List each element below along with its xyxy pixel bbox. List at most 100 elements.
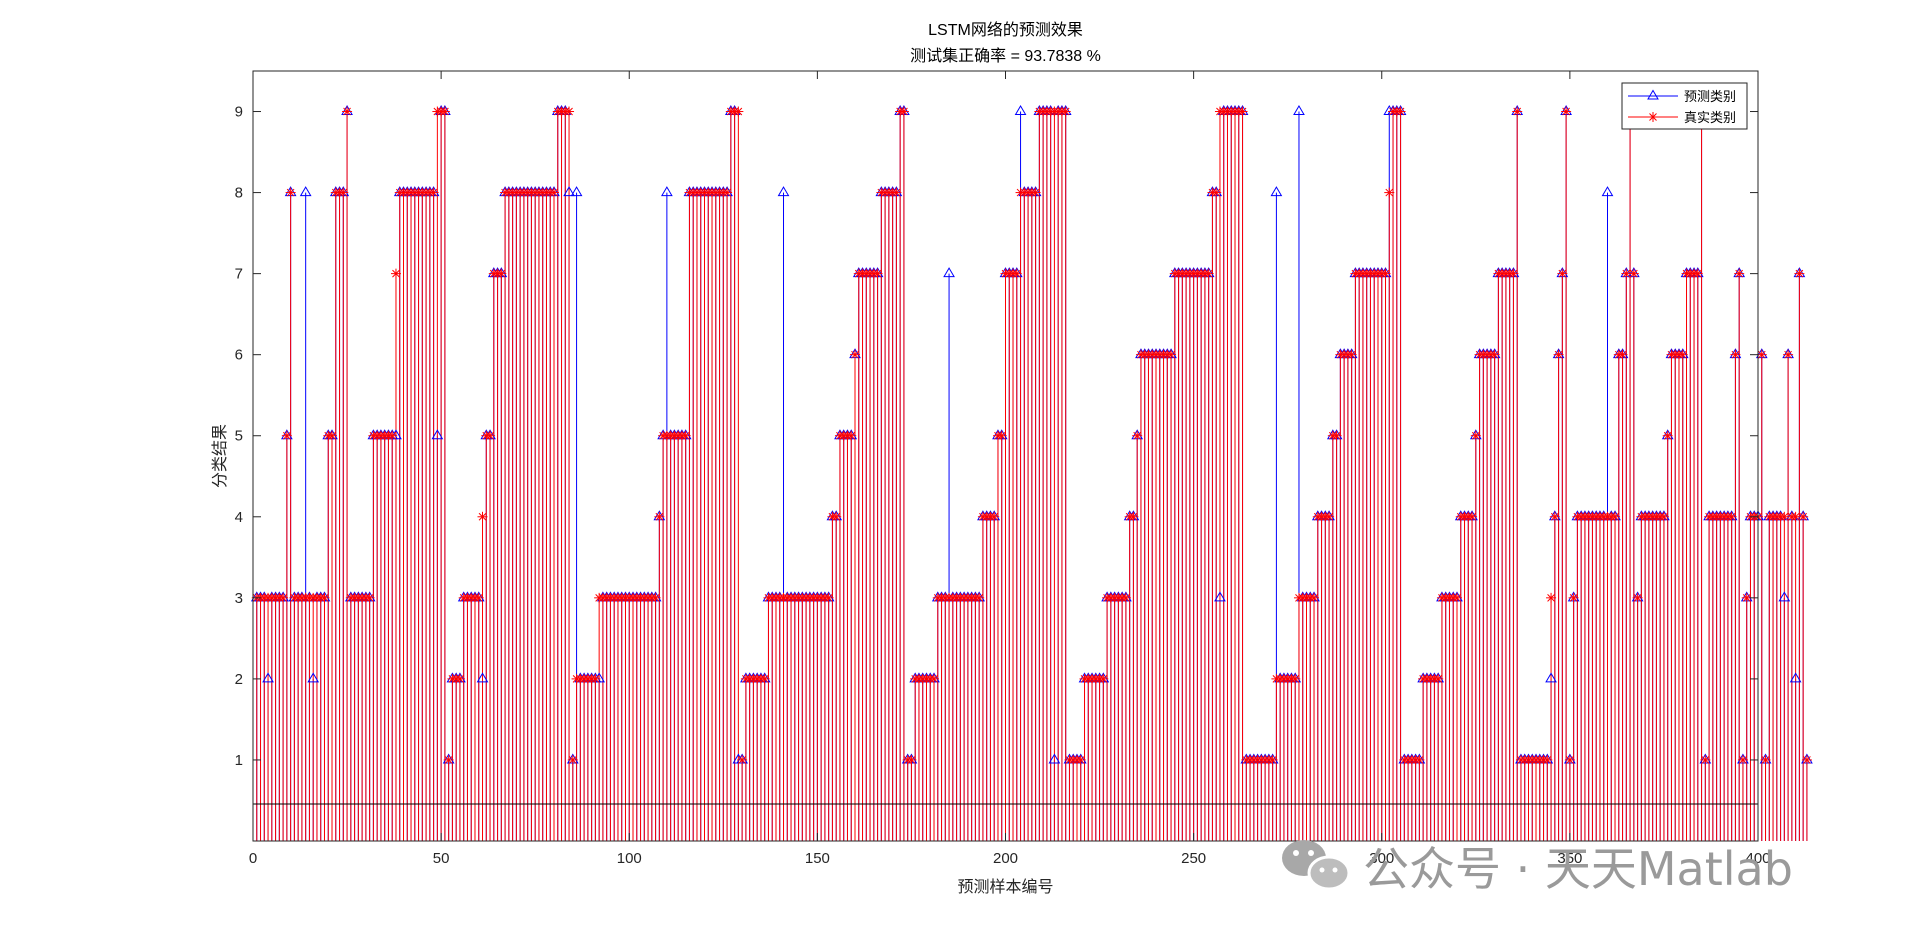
marker-true: [1568, 592, 1579, 603]
marker-true: [1290, 673, 1301, 684]
marker-true: [1470, 430, 1481, 441]
marker-true: [1346, 349, 1357, 360]
legend-marker-asterisk: [1648, 112, 1658, 122]
marker-true: [327, 430, 338, 441]
marker-predicted: [1789, 672, 1802, 683]
marker-true: [831, 511, 842, 522]
marker-true: [473, 592, 484, 603]
marker-predicted: [661, 186, 673, 197]
marker-predicted: [1778, 591, 1791, 602]
marker-true: [1737, 754, 1748, 765]
legend-marker-triangle: [1647, 89, 1659, 100]
marker-true: [1760, 754, 1771, 765]
marker-true: [1331, 430, 1342, 441]
marker-true: [1166, 349, 1177, 360]
stems-layer: [256, 111, 1808, 841]
marker-true: [1801, 754, 1812, 765]
marker-true: [1203, 268, 1214, 279]
marker-true: [1798, 511, 1809, 522]
watermark-text: 公众号 · 天天Matlab: [1363, 842, 1793, 896]
marker-predicted: [1048, 753, 1061, 764]
marker-true: [364, 592, 375, 603]
y-tick-label: 3: [235, 590, 243, 607]
marker-true: [1211, 187, 1222, 198]
marker-true: [1553, 349, 1564, 360]
chart-subtitle: 测试集正确率 = 93.7838 %: [910, 47, 1101, 65]
y-tick-label: 8: [235, 185, 243, 202]
marker-true: [342, 106, 353, 117]
marker-true: [1380, 268, 1391, 279]
y-tick-label: 4: [235, 509, 243, 526]
marker-true: [285, 187, 296, 198]
y-tick-label: 6: [235, 347, 243, 364]
marker-true: [1726, 511, 1737, 522]
marker-true: [1060, 106, 1071, 117]
y-tick-label: 7: [235, 266, 243, 283]
marker-predicted: [570, 186, 583, 197]
x-tick-label: 50: [433, 850, 450, 867]
marker-true: [1628, 268, 1639, 279]
marker-true: [1700, 754, 1711, 765]
marker-true: [1237, 106, 1248, 117]
marker-true: [1267, 754, 1278, 765]
marker-true: [872, 268, 883, 279]
marker-true: [1783, 349, 1794, 360]
marker-true: [567, 754, 578, 765]
marker-predicted: [262, 672, 274, 683]
watermark: 公众号 · 天天Matlab: [1282, 840, 1793, 896]
marker-true: [850, 349, 860, 360]
marker-true: [1557, 268, 1568, 279]
marker-true: [1564, 754, 1575, 765]
marker-true: [428, 187, 439, 198]
marker-true: [1730, 349, 1741, 360]
x-axis-label: 预测样本编号: [957, 877, 1053, 896]
y-tick-label: 5: [235, 428, 243, 445]
marker-true: [1512, 106, 1523, 117]
marker-true: [1677, 349, 1688, 360]
marker-true: [564, 106, 575, 117]
marker-predicted: [563, 186, 575, 197]
y-axis-label: 分类结果: [210, 424, 229, 488]
marker-true: [443, 754, 454, 765]
marker-true: [1075, 754, 1086, 765]
marker-true: [477, 511, 488, 522]
marker-true: [387, 430, 398, 441]
x-tick-label: 350: [1557, 850, 1582, 867]
markers-layer: [250, 105, 1813, 765]
marker-true: [590, 673, 601, 684]
marker-true: [737, 754, 748, 765]
legend-label-predicted: 预测类别: [1684, 90, 1736, 105]
marker-true: [722, 187, 733, 198]
y-tick-label: 9: [235, 104, 243, 121]
marker-true: [1414, 754, 1425, 765]
marker-true: [1395, 106, 1406, 117]
legend-label-true: 真实类别: [1684, 111, 1736, 126]
marker-true: [1734, 268, 1745, 279]
marker-true: [1120, 592, 1131, 603]
marker-true: [680, 430, 691, 441]
x-tick-label: 400: [1745, 850, 1770, 867]
marker-true: [1324, 511, 1335, 522]
marker-true: [1098, 673, 1109, 684]
marker-true: [1508, 268, 1519, 279]
marker-true: [1452, 592, 1462, 603]
marker-true: [1467, 511, 1478, 522]
marker-true: [1610, 511, 1621, 522]
marker-true: [733, 106, 744, 117]
marker-true: [485, 430, 496, 441]
marker-true: [1632, 592, 1643, 603]
marker-predicted: [1270, 186, 1283, 197]
marker-true: [1489, 349, 1500, 360]
marker-predicted: [431, 429, 444, 440]
chart-title: LSTM网络的预测效果: [928, 20, 1083, 39]
marker-true: [281, 430, 292, 441]
marker-true: [1030, 187, 1041, 198]
marker-true: [1011, 268, 1022, 279]
marker-predicted: [476, 672, 489, 683]
marker-predicted: [1601, 186, 1614, 197]
marker-true: [454, 673, 465, 684]
marker-true: [338, 187, 349, 198]
legend: 预测类别 真实类别: [1621, 82, 1748, 130]
marker-predicted: [1214, 591, 1226, 602]
